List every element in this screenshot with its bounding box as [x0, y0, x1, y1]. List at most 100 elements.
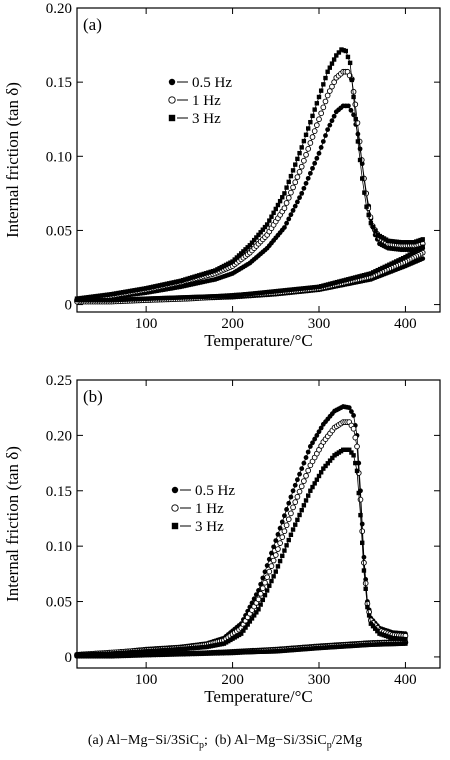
data-point	[127, 650, 133, 655]
data-point	[303, 151, 309, 158]
data-point	[164, 281, 170, 287]
data-point	[280, 648, 285, 654]
series-line-heating	[76, 71, 423, 301]
data-point	[107, 653, 112, 659]
data-point	[168, 295, 174, 300]
data-point	[370, 224, 376, 230]
data-point	[298, 483, 305, 490]
data-point	[307, 170, 313, 176]
data-point	[326, 88, 333, 94]
x-tick-label: 200	[221, 316, 244, 332]
panel-label: (a)	[83, 15, 102, 34]
data-point	[187, 294, 192, 300]
caption-separator: ;	[203, 733, 208, 748]
data-point	[262, 290, 267, 295]
data-point	[198, 651, 203, 656]
data-point	[316, 429, 322, 435]
data-point	[180, 295, 185, 300]
data-point	[312, 285, 317, 290]
data-point	[245, 622, 250, 627]
data-point	[307, 140, 314, 146]
plot-frame	[76, 379, 441, 669]
data-point	[107, 297, 112, 303]
data-point	[166, 651, 172, 657]
data-point	[216, 293, 222, 299]
data-point	[88, 297, 94, 303]
legend-marker	[168, 114, 176, 122]
data-point	[86, 294, 91, 300]
data-point	[139, 652, 144, 658]
data-point	[359, 528, 366, 535]
data-point	[132, 652, 137, 658]
data-point	[171, 295, 176, 300]
data-point	[321, 645, 326, 650]
caption-a-text: Al−Mg−Si/3SiC	[106, 733, 199, 748]
data-point	[311, 128, 318, 134]
data-point	[359, 273, 365, 278]
legend-marker	[168, 96, 176, 104]
data-point	[109, 297, 114, 303]
data-point	[164, 295, 169, 301]
data-point	[178, 295, 183, 300]
data-point	[262, 569, 268, 575]
data-point	[148, 652, 153, 657]
data-point	[153, 648, 158, 653]
data-point	[320, 104, 327, 111]
legend-marker	[171, 504, 179, 512]
data-point	[208, 269, 213, 275]
data-point	[273, 538, 279, 544]
data-point	[253, 649, 258, 655]
data-point	[264, 289, 269, 295]
data-point	[330, 644, 335, 650]
data-point	[332, 644, 337, 650]
data-point	[352, 643, 358, 648]
data-point	[93, 294, 98, 299]
data-point	[288, 189, 294, 196]
data-point	[127, 288, 133, 294]
data-point	[403, 641, 408, 646]
legend-marker	[171, 486, 179, 494]
data-point	[102, 297, 107, 303]
data-point	[357, 157, 363, 163]
data-point	[391, 641, 397, 647]
data-point	[97, 653, 103, 659]
data-point	[314, 432, 320, 438]
data-point	[141, 652, 147, 657]
data-point	[225, 293, 231, 299]
data-point	[275, 202, 281, 208]
data-point	[171, 651, 176, 657]
data-point	[281, 528, 288, 535]
data-point	[377, 642, 383, 647]
data-point	[200, 294, 206, 299]
data-point	[247, 619, 253, 624]
data-point	[373, 269, 378, 274]
data-point	[297, 512, 302, 518]
data-point	[185, 276, 190, 281]
data-point	[278, 288, 283, 293]
data-point	[271, 210, 276, 216]
data-point	[256, 607, 261, 612]
data-point	[81, 653, 87, 659]
data-point	[118, 297, 123, 302]
data-point	[282, 648, 288, 653]
data-point	[296, 286, 301, 292]
data-point	[310, 113, 315, 119]
data-point	[216, 650, 222, 656]
data-point	[321, 283, 326, 288]
data-point	[199, 272, 204, 277]
data-point	[288, 212, 294, 218]
panel-label: (b)	[83, 387, 103, 406]
data-point	[398, 257, 404, 262]
data-point	[77, 653, 82, 659]
data-point	[95, 297, 100, 303]
data-point	[364, 204, 369, 209]
data-point	[130, 288, 135, 293]
data-point	[155, 283, 160, 289]
data-point	[273, 289, 278, 294]
legend: 0.5 Hz 1 Hz 3 Hz	[171, 483, 235, 535]
data-point	[350, 643, 356, 649]
data-point	[84, 297, 89, 303]
figure-caption: (a) Al−Mg−Si/3SiCp; (b) Al−Mg−Si/3SiCp/2…	[0, 733, 450, 751]
data-point	[330, 281, 335, 286]
data-point	[200, 651, 206, 656]
